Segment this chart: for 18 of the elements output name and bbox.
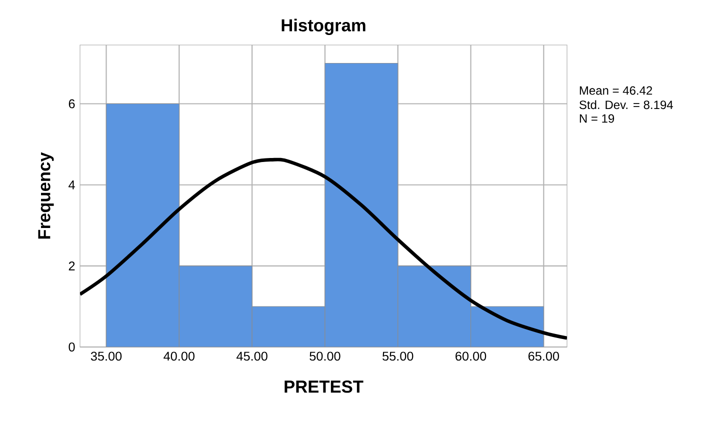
chart-title: Histogram	[282, 18, 366, 35]
text: N = 19	[580, 114, 614, 123]
y-tick-label: 2	[68, 262, 75, 270]
x-tick-label: 35.00	[90, 352, 122, 361]
x-axis-title: PRETEST	[284, 380, 364, 393]
x-tick-label: 65.00	[528, 352, 560, 361]
x-tick-label: 55.00	[382, 352, 414, 361]
x-tick-label: 50.00	[310, 352, 340, 361]
y-axis-title: Frequency	[38, 152, 54, 239]
y-tick-label: 0	[68, 342, 75, 352]
text: Mean = 46.42	[580, 86, 652, 95]
x-tick-label: 40.00	[164, 352, 194, 361]
text: Std. Dev. = 8.194	[579, 100, 673, 110]
x-tick-label: 60.00	[456, 352, 486, 361]
x-tick-label: 45.00	[236, 352, 268, 361]
y-tick-label: 4	[68, 180, 75, 190]
line-series	[80, 158, 568, 340]
y-tick-label: 6	[68, 99, 75, 108]
